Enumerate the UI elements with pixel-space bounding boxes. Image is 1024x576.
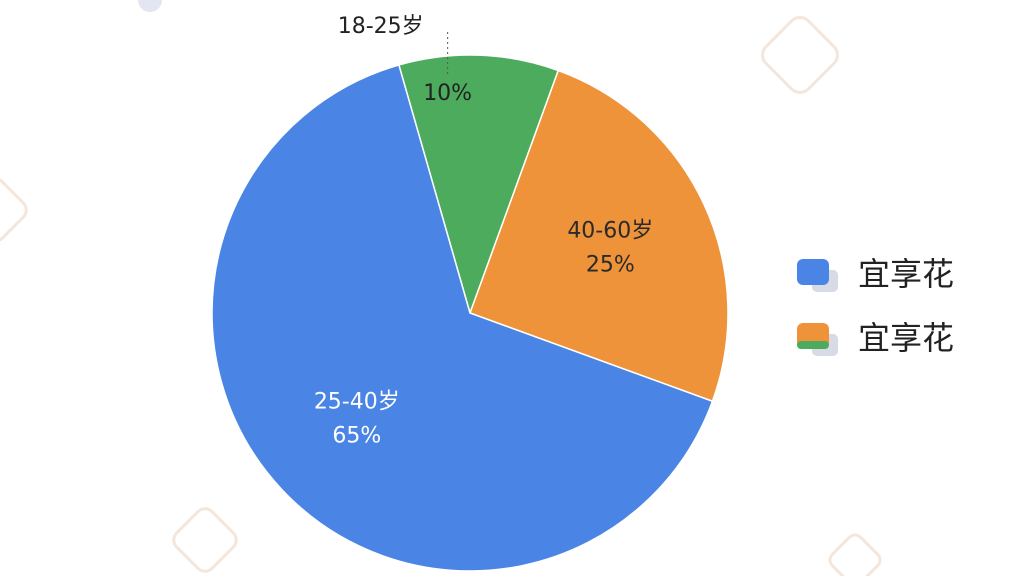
slice-category-label: 40-60岁 <box>567 219 653 244</box>
decoration <box>0 177 28 243</box>
pie-slice <box>397 54 560 316</box>
pie-slice <box>211 64 714 572</box>
slice-value-label: 10% <box>423 81 472 106</box>
decoration <box>761 16 839 94</box>
decoration <box>828 533 882 576</box>
legend-icon <box>797 259 829 285</box>
legend-icon <box>797 341 829 349</box>
decoration <box>138 0 162 12</box>
slice-category-label: 25-40岁 <box>314 390 400 415</box>
pie-slice <box>469 69 729 403</box>
slice-value-label: 65% <box>332 424 381 449</box>
legend-label: 宜享花 <box>858 255 954 293</box>
decoration <box>172 507 238 573</box>
slice-value-label: 25% <box>586 253 635 278</box>
legend-label: 宜享花 <box>858 319 954 357</box>
slice-category-label: 18-25岁 <box>338 14 424 39</box>
